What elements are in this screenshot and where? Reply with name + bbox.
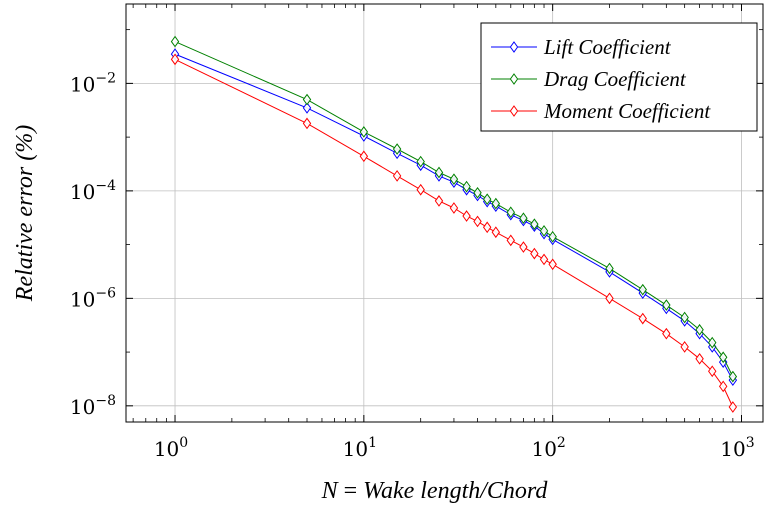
y-tick-exp: −2 — [95, 70, 116, 86]
data-point — [482, 221, 492, 234]
y-tick-base: 10 — [70, 395, 95, 419]
legend-entry: Lift Coefficient — [491, 35, 672, 59]
x-axis-label: N = Wake length/Chord — [321, 478, 549, 504]
data-point — [519, 212, 528, 225]
x-axis-label-eq: = — [338, 478, 364, 504]
data-point — [548, 230, 557, 243]
data-point — [539, 225, 549, 237]
y-tick-label: 10−8 — [70, 393, 116, 419]
x-tick-exp: 1 — [368, 435, 377, 451]
legend-entry: Moment Coefficient — [491, 99, 711, 123]
data-point — [539, 253, 549, 266]
data-point — [662, 299, 671, 311]
data-point — [462, 210, 471, 222]
x-axis-label-text: Wake length/Chord — [363, 478, 548, 504]
data-point — [718, 380, 728, 393]
x-tick-exp: 2 — [557, 435, 566, 451]
data-point — [519, 241, 528, 253]
plot-frame — [125, 3, 764, 423]
legend-marker — [509, 41, 519, 53]
y-tick-base: 10 — [70, 72, 95, 96]
data-point — [473, 186, 482, 199]
data-point — [302, 102, 312, 114]
data-point — [416, 183, 425, 196]
data-point — [392, 170, 402, 182]
series-layer — [170, 35, 738, 413]
data-point — [718, 351, 728, 364]
data-point — [680, 341, 689, 353]
data-point — [434, 166, 444, 179]
data-point — [708, 336, 717, 349]
data-point — [506, 206, 515, 219]
data-point — [605, 262, 614, 275]
data-point — [473, 215, 482, 228]
series-drag-coefficient — [170, 35, 738, 383]
x-tick-base: 10 — [531, 437, 556, 461]
data-point — [548, 258, 557, 271]
y-tick-base: 10 — [70, 180, 95, 204]
data-point — [695, 352, 704, 365]
legend-marker — [509, 105, 519, 117]
data-point — [449, 202, 459, 214]
data-point — [449, 173, 459, 186]
y-tick-label: 10−4 — [70, 178, 116, 204]
data-point — [708, 365, 717, 378]
x-tick-base: 10 — [720, 437, 745, 461]
legend-box — [480, 22, 758, 132]
x-tick-exp: 3 — [746, 435, 755, 451]
data-point — [170, 53, 180, 66]
y-tick-label: 10−2 — [70, 70, 116, 96]
legend: Lift Coefficient Drag Coefficient Moment C… — [480, 22, 758, 132]
legend-label: Lift Coefficient — [543, 35, 672, 59]
data-point — [434, 195, 444, 207]
data-point — [482, 193, 492, 206]
data-point — [491, 197, 501, 210]
data-point — [662, 327, 671, 340]
legend-label: Moment Coefficient — [543, 99, 711, 123]
data-point — [170, 35, 180, 48]
data-point — [302, 93, 312, 106]
x-tick-label: 102 — [531, 435, 565, 461]
y-tick-label: 10−6 — [70, 285, 116, 311]
data-point — [605, 292, 614, 305]
x-tick-label: 100 — [154, 435, 188, 461]
y-tick-exp: −8 — [95, 393, 116, 409]
data-point — [359, 126, 369, 138]
data-point — [728, 370, 738, 383]
data-point — [530, 218, 539, 231]
legend-marker — [509, 73, 519, 85]
y-axis-label: Relative error (%) — [12, 125, 38, 302]
legend-entry: Drag Coefficient — [491, 67, 687, 91]
data-point — [680, 311, 689, 324]
data-point — [302, 117, 312, 130]
x-tick-base: 10 — [154, 437, 179, 461]
data-point — [728, 401, 738, 413]
data-point — [530, 247, 539, 260]
x-tick-base: 10 — [343, 437, 368, 461]
data-point — [416, 155, 425, 168]
y-tick-base: 10 — [70, 287, 95, 311]
data-point — [506, 234, 515, 247]
data-point — [695, 323, 704, 336]
minor-ticks — [126, 4, 763, 422]
y-tick-exp: −6 — [95, 285, 116, 301]
x-tick-label: 101 — [343, 435, 377, 461]
y-tick-exp: −4 — [95, 178, 116, 194]
data-point — [638, 312, 647, 325]
x-axis-label-math: N — [321, 478, 340, 504]
data-point — [359, 150, 369, 163]
data-point — [491, 226, 501, 239]
x-tick-label: 103 — [720, 435, 754, 461]
x-tick-exp: 0 — [179, 435, 188, 451]
data-point — [638, 283, 647, 296]
data-point — [392, 143, 402, 155]
legend-label: Drag Coefficient — [543, 67, 687, 91]
data-point — [462, 180, 471, 193]
series-moment-coefficient — [170, 53, 738, 413]
